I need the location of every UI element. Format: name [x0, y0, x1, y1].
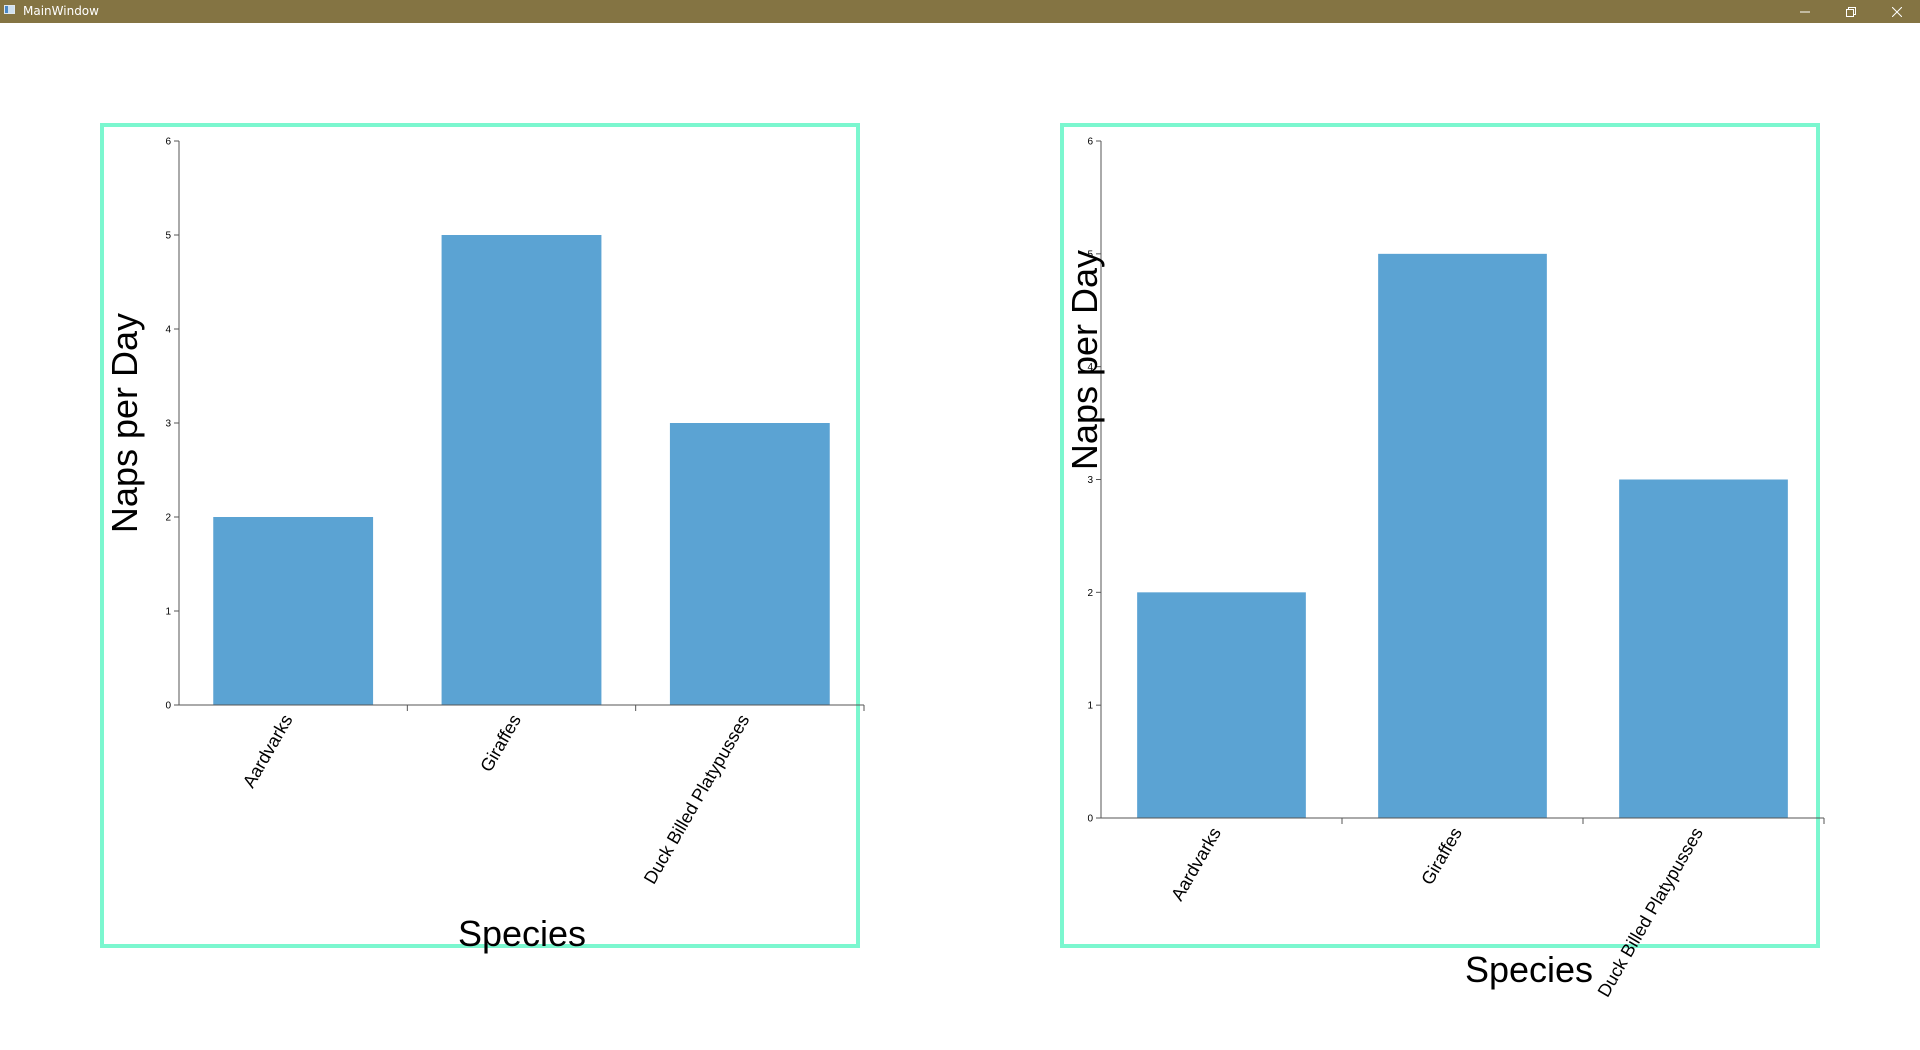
restore-button[interactable] [1828, 0, 1874, 23]
close-icon [1892, 6, 1902, 17]
chart-frame-right [1060, 123, 1820, 948]
minimize-icon [1800, 11, 1810, 12]
restore-icon [1846, 6, 1856, 17]
window-titlebar: MainWindow [0, 0, 1920, 23]
app-window-icon [4, 5, 15, 14]
minimize-button[interactable] [1782, 0, 1828, 23]
x-axis-title: Species [1465, 949, 1593, 990]
window-title: MainWindow [23, 4, 99, 18]
close-button[interactable] [1874, 0, 1920, 23]
chart-frame-left [100, 123, 860, 948]
